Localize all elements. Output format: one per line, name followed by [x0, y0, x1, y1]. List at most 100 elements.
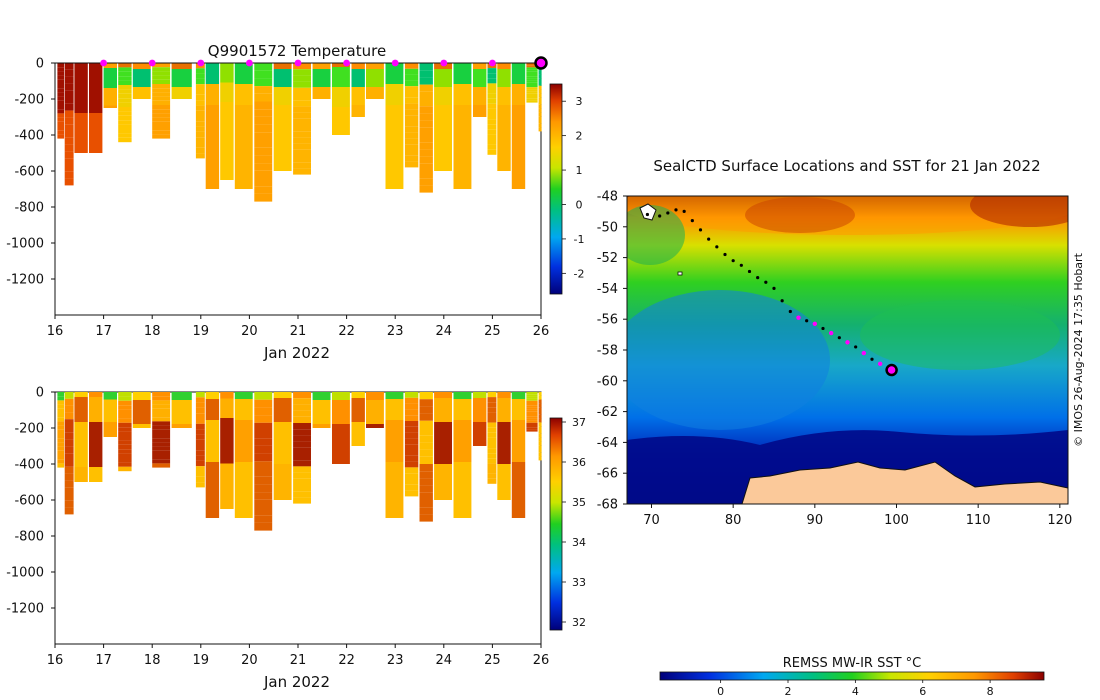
- kerguelen-island: [639, 203, 657, 221]
- profile-cell: [57, 438, 65, 443]
- profile-cell: [273, 446, 292, 452]
- profile-cell: [254, 522, 273, 531]
- profile-cell: [385, 406, 404, 413]
- profile-cell: [293, 94, 311, 101]
- x-tick-label: 23: [387, 324, 404, 339]
- profile-cell: [152, 404, 171, 409]
- profile-cell: [419, 127, 433, 135]
- profile-cell: [273, 69, 292, 75]
- profile-cell: [497, 392, 511, 398]
- profile-cell: [366, 414, 384, 416]
- x-tick-label: 25: [484, 324, 501, 339]
- profile-cell: [487, 427, 497, 433]
- profile-cell: [195, 94, 205, 101]
- profile-cell: [473, 443, 487, 446]
- profile-cell: [419, 464, 433, 472]
- profile-cell: [205, 427, 220, 434]
- longitude-tick-label: 120: [1047, 513, 1072, 528]
- salinity-panel: 0 -200 -400 -600 -800 -1000 -1200 16 17 18 19 20 21…: [6, 386, 586, 692]
- profile-cell: [453, 63, 472, 70]
- profile-cell: [351, 69, 365, 72]
- profile-cell: [293, 466, 311, 473]
- profile-cell: [64, 392, 74, 399]
- profile-cell: [293, 497, 311, 504]
- profile-cell: [195, 142, 205, 148]
- y-tick-label: -1000: [6, 237, 44, 252]
- profile-cell: [64, 494, 74, 501]
- track-point: [756, 276, 760, 280]
- profile-cell: [132, 91, 151, 93]
- profile-cell: [293, 392, 311, 399]
- profile-cell: [538, 101, 542, 105]
- y-tick-label: -400: [14, 129, 44, 144]
- profile-cell: [366, 81, 384, 83]
- profile-cell: [74, 472, 88, 477]
- profile-cell: [132, 426, 151, 428]
- profile-cell: [273, 452, 292, 458]
- colorbar-tick-label: 35: [572, 496, 586, 509]
- profile-cell: [152, 130, 171, 135]
- sst-colorbar-tick-label: 6: [919, 685, 926, 698]
- profile-cell: [366, 79, 384, 81]
- profile-cell: [473, 413, 487, 416]
- profile-cell: [57, 429, 65, 434]
- profile-cell: [526, 416, 538, 419]
- profile-cell: [64, 412, 74, 420]
- profile-cell: [511, 427, 526, 434]
- profile-cell: [385, 182, 404, 189]
- profile-cell: [385, 399, 404, 406]
- profile-cell: [434, 398, 452, 404]
- profile-cell: [74, 462, 88, 467]
- profile-cell: [526, 407, 538, 410]
- profile-cell: [538, 74, 542, 79]
- track-point: [821, 326, 825, 331]
- profile-cell: [273, 75, 292, 81]
- profile-cell: [404, 397, 419, 404]
- profile-cell: [511, 497, 526, 504]
- profile-cell: [419, 84, 433, 92]
- profile-cell: [404, 103, 419, 110]
- profile-cell: [254, 476, 273, 485]
- profile-cell: [64, 453, 74, 460]
- profile-cell: [497, 69, 511, 75]
- profile-cell: [312, 410, 331, 412]
- profile-cell: [351, 413, 365, 416]
- profile-cell: [234, 126, 253, 133]
- profile-cell: [453, 91, 472, 98]
- profile-cell: [132, 414, 151, 416]
- profile-cell: [273, 440, 292, 446]
- x-tick-label: 17: [95, 653, 112, 668]
- profile-cell: [152, 75, 171, 80]
- profile-cell: [312, 89, 331, 91]
- profile-cell: [473, 78, 487, 81]
- profile-cell: [487, 432, 497, 438]
- profile-cell: [152, 79, 171, 84]
- profile-cell: [497, 452, 511, 458]
- profile-cell: [473, 99, 487, 102]
- profile-cell: [89, 427, 103, 432]
- profile-cell: [351, 93, 365, 96]
- profile-cell: [538, 82, 542, 86]
- profile-cell: [366, 396, 384, 398]
- profile-cell: [434, 93, 452, 99]
- profile-cell: [254, 163, 273, 171]
- profile-cell: [57, 450, 65, 455]
- profile-cell: [404, 409, 419, 416]
- profile-cell: [312, 394, 331, 396]
- profile-cell: [293, 429, 311, 436]
- profile-cell: [220, 405, 234, 412]
- profile-cell: [526, 71, 538, 74]
- latitude-tick-label: -56: [597, 313, 618, 328]
- profile-cell: [64, 419, 74, 426]
- profile-cell: [254, 392, 273, 400]
- profile-cell: [205, 140, 220, 147]
- profile-cell: [220, 95, 234, 102]
- profile-cell: [293, 435, 311, 442]
- profile-cell: [332, 460, 350, 464]
- profile-cell: [312, 75, 331, 77]
- profile-cell: [220, 496, 234, 503]
- profile-cell: [497, 494, 511, 500]
- sst-colorbar-label: REMSS MW-IR SST °C: [783, 656, 922, 671]
- profile-cell: [64, 76, 74, 84]
- profile-cell: [132, 93, 151, 95]
